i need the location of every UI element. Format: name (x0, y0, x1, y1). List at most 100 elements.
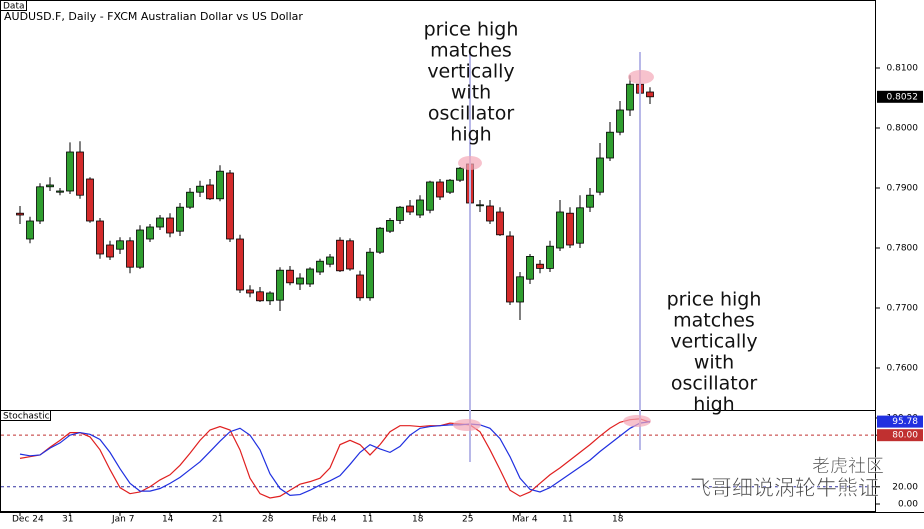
candle-body (196, 185, 204, 193)
candle-body (286, 269, 294, 284)
candle-body (216, 170, 224, 200)
candle-body (126, 240, 134, 268)
candle-body (406, 205, 414, 213)
annotation: price high (667, 289, 762, 311)
annotation: matches (673, 310, 755, 332)
chart-title: AUDUSD.F, Daily - FXCM Australian Dollar… (4, 10, 303, 23)
candle-body (276, 269, 284, 301)
pane-label-box (0, 0, 27, 11)
candle-body (316, 260, 324, 273)
candle-body (96, 220, 104, 255)
high-highlight (623, 415, 651, 427)
candle-body (106, 244, 114, 258)
x-tick-label: 18 (612, 515, 624, 525)
candle-body (506, 235, 514, 303)
candle-body (386, 219, 394, 232)
y-tick-label: 0.7700 (887, 304, 919, 314)
candle-body (136, 229, 144, 268)
candle-body (566, 212, 574, 246)
x-tick-label: Mar 4 (512, 515, 538, 525)
candle-body (516, 276, 524, 303)
annotation: price high (424, 19, 519, 41)
candle-body (356, 274, 364, 299)
x-tick-label: Jan 7 (111, 515, 134, 525)
candle-body (396, 206, 404, 221)
candle-body (426, 181, 434, 211)
last-value-box (877, 415, 923, 428)
candle-body (596, 157, 604, 193)
pane-label-box (0, 410, 51, 421)
candle-body (256, 291, 264, 302)
stoch-pane-frame (0, 410, 876, 512)
pane-label: Data (3, 2, 25, 12)
candle-body (646, 91, 654, 98)
x-tick-label: 11 (362, 515, 373, 525)
y-tick-label: 0.8100 (887, 64, 919, 74)
candle-body (576, 207, 584, 244)
x-tick-label: 21 (212, 515, 223, 525)
y-tick-label: 0.8000 (887, 124, 919, 134)
candle-body (366, 251, 374, 299)
candle-body (176, 206, 184, 232)
candle-body (496, 211, 504, 236)
annotation: high (693, 394, 734, 416)
candle-body (26, 220, 34, 240)
candle-body (586, 194, 594, 208)
x-tick-label: 18 (412, 515, 424, 525)
annotation: with (451, 82, 491, 104)
annotation: vertically (670, 331, 757, 353)
annotation: oscillator (428, 103, 515, 125)
candle-body (306, 268, 314, 285)
annotation: matches (430, 40, 512, 62)
candle-body (36, 186, 44, 222)
candle-body (146, 226, 154, 240)
y-tick-label: 20.00 (892, 482, 918, 492)
candle-body (86, 178, 94, 222)
candle-body (486, 205, 494, 222)
candle-body (376, 227, 384, 253)
x-tick-label: 14 (162, 515, 174, 525)
candle-body (456, 167, 464, 181)
stoch-line (19, 418, 651, 499)
candle-body (56, 190, 64, 193)
candle-body (76, 151, 84, 196)
y-tick-label: 0.7600 (887, 364, 919, 374)
watermark: 飞哥细说涡轮牛熊证 (690, 476, 879, 500)
candle-body (546, 245, 554, 269)
candle-body (236, 238, 244, 291)
candle-body (296, 277, 304, 285)
candle-body (626, 83, 634, 111)
candle-body (346, 240, 354, 270)
annotation: with (694, 352, 734, 374)
candle-body (476, 204, 484, 207)
candle-body (436, 181, 444, 198)
candle-body (156, 217, 164, 228)
level-box (877, 429, 923, 442)
candle-body (326, 256, 334, 265)
x-tick-label: 31 (62, 515, 73, 525)
candle-body (66, 151, 74, 192)
annotation: vertically (427, 61, 514, 83)
candle-body (606, 131, 614, 159)
annotation: oscillator (671, 373, 758, 395)
x-tick-label: Feb 4 (312, 515, 337, 525)
candle-body (166, 217, 174, 234)
high-highlight (458, 156, 482, 170)
candle-body (246, 289, 254, 294)
stoch-line (19, 421, 651, 497)
pane-label: Stochastic (3, 412, 50, 422)
candle-body (616, 109, 624, 133)
candle-body (206, 184, 214, 200)
x-tick-label: 28 (262, 515, 274, 525)
watermark: 老虎社区 (812, 456, 884, 477)
candle-body (186, 191, 194, 208)
candle-body (116, 240, 124, 250)
y-tick-label: 0.7800 (887, 244, 919, 254)
y-tick-label: 0.7900 (887, 184, 919, 194)
candle-body (266, 292, 274, 302)
candle-body (16, 212, 24, 216)
x-tick-label: 11 (562, 515, 573, 525)
candle-body (336, 239, 344, 272)
